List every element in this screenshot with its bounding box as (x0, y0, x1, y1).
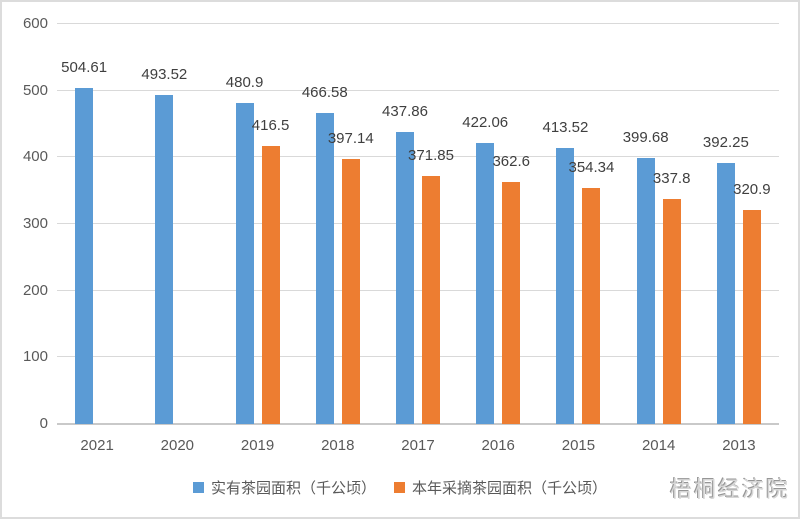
value-label-actual-tea-garden-area-2016: 422.06 (462, 113, 509, 131)
bar-actual-tea-garden-area-2017 (395, 132, 414, 424)
gridline-y-300 (57, 223, 779, 224)
value-label-picked-tea-garden-area-2014: 337.8 (652, 169, 691, 187)
bar-picked-tea-garden-area-2018 (341, 159, 360, 424)
y-axis-tick-label: 600 (22, 15, 48, 32)
legend-item-actual-tea-garden-area: 实有茶园面积（千公顷） (192, 477, 376, 498)
gridline-y-400 (57, 156, 779, 158)
value-label-actual-tea-garden-area-2018: 466.58 (301, 83, 348, 101)
bar-actual-tea-garden-area-2013 (716, 162, 735, 424)
bar-picked-tea-garden-area-2015 (582, 187, 601, 424)
x-axis-label-2015: 2015 (561, 437, 596, 454)
bar-actual-tea-garden-area-2020 (155, 95, 174, 424)
x-axis-label-2014: 2014 (641, 437, 676, 454)
bar-picked-tea-garden-area-2019 (261, 146, 280, 424)
y-axis-tick-label: 200 (22, 281, 48, 299)
bar-group-2013: 392.25 320.9 (699, 24, 779, 424)
value-label-actual-tea-garden-area-2017: 437.86 (382, 103, 428, 121)
bar-group-2021: 504.61 (57, 24, 137, 424)
bar-actual-tea-garden-area-2016 (476, 142, 495, 424)
value-label-picked-tea-garden-area-2019: 416.5 (251, 117, 290, 135)
x-axis-label-2013: 2013 (722, 437, 756, 454)
value-label-picked-tea-garden-area-2017: 371.85 (408, 147, 454, 165)
value-label-actual-tea-garden-area-2020: 493.52 (141, 66, 188, 83)
bar-picked-tea-garden-area-2013 (742, 210, 761, 424)
bar-actual-tea-garden-area-2019 (235, 103, 254, 424)
gridline-y-100 (57, 356, 779, 358)
value-label-actual-tea-garden-area-2015: 413.52 (542, 119, 589, 137)
legend-item-picked-tea-garden-area: 本年采摘茶园面积（千公顷） (394, 477, 607, 498)
bar-group-2017: 437.86 371.85 (378, 24, 458, 424)
bar-actual-tea-garden-area-2014 (636, 157, 655, 424)
bar-group-2015: 413.52 354.34 (538, 24, 618, 424)
legend-label: 实有茶园面积（千公顷） (210, 480, 376, 497)
legend-swatch-icon (192, 482, 204, 493)
bar-actual-tea-garden-area-2015 (556, 148, 575, 424)
bar-picked-tea-garden-area-2016 (502, 182, 521, 424)
bar-picked-tea-garden-area-2017 (421, 176, 440, 424)
legend-swatch-icon (394, 482, 405, 493)
y-axis-tick-label: 400 (22, 148, 48, 166)
gridline-y-200 (57, 289, 779, 291)
value-label-picked-tea-garden-area-2016: 362.6 (492, 153, 530, 171)
value-label-actual-tea-garden-area-2021: 504.61 (61, 58, 108, 76)
value-label-picked-tea-garden-area-2013: 320.9 (733, 181, 771, 199)
bar-group-2014: 399.68 337.8 (619, 24, 699, 424)
value-label-picked-tea-garden-area-2018: 397.14 (327, 130, 374, 148)
value-label-actual-tea-garden-area-2019: 480.9 (225, 74, 264, 92)
value-label-actual-tea-garden-area-2014: 399.68 (622, 128, 669, 146)
y-axis-tick-label: 300 (22, 215, 48, 232)
x-axis-label-2018: 2018 (321, 437, 355, 454)
x-axis-label-2016: 2016 (481, 437, 515, 454)
y-axis-tick-label: 500 (22, 81, 48, 99)
plot-area: 504.61 493.52 480.9 416.5 466.58 397.14 437.86… (57, 23, 779, 425)
bar-group-2020: 493.52 (137, 24, 217, 424)
watermark: 梧桐经济院 (669, 477, 790, 502)
bar-group-2019: 480.9 416.5 (217, 24, 297, 424)
y-axis-tick-label: 0 (39, 415, 48, 432)
gridline-y-0 (57, 423, 779, 425)
gridline-y-500 (57, 89, 779, 91)
bar-group-2018: 466.58 397.14 (298, 24, 378, 424)
gridline-y-600 (57, 23, 779, 24)
legend: 实有茶园面积（千公顷） 本年采摘茶园面积（千公顷） (2, 477, 798, 498)
bar-picked-tea-garden-area-2014 (662, 198, 681, 424)
x-axis-label-2020: 2020 (160, 437, 195, 454)
x-axis-label-2021: 2021 (80, 437, 114, 454)
bar-actual-tea-garden-area-2018 (315, 112, 334, 424)
legend-label: 本年采摘茶园面积（千公顷） (412, 480, 608, 497)
x-axis-label-2019: 2019 (240, 437, 275, 454)
value-label-picked-tea-garden-area-2015: 354.34 (568, 158, 615, 176)
bar-group-2016: 422.06 362.6 (458, 24, 538, 424)
bar-actual-tea-garden-area-2021 (75, 87, 94, 424)
value-label-actual-tea-garden-area-2013: 392.25 (702, 133, 749, 151)
y-axis-tick-label: 100 (22, 348, 48, 366)
x-axis-label-2017: 2017 (401, 437, 435, 454)
